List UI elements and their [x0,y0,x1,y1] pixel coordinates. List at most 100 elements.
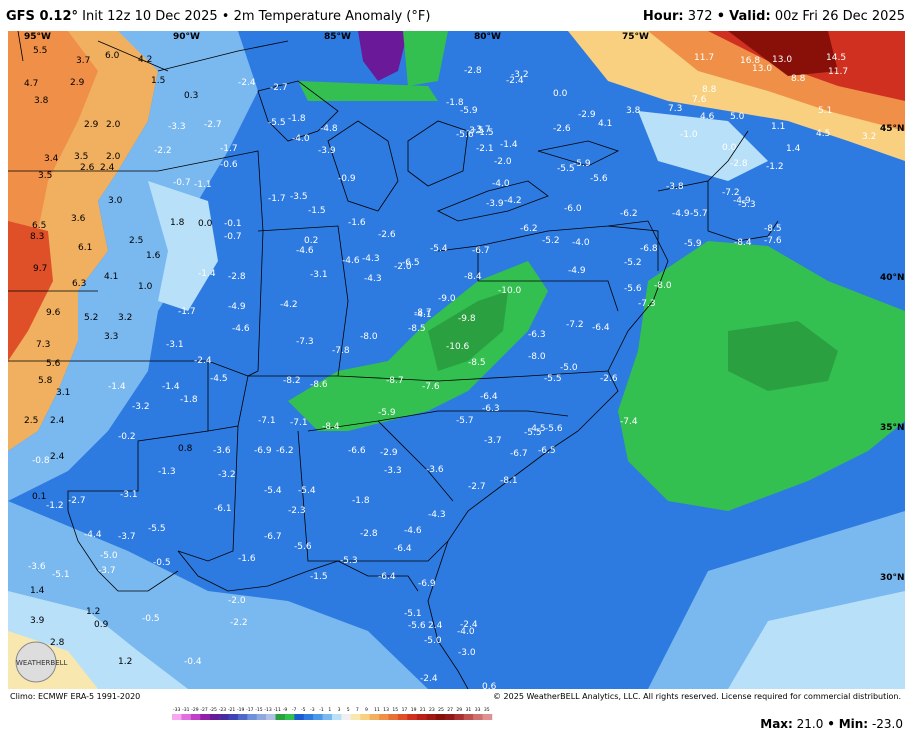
color-scale-tick-label: -25 [210,707,217,713]
anomaly-value-label: 1.4 [786,144,801,154]
color-scale-tick-label: -29 [191,707,198,713]
color-scale-tick-label: -11 [274,707,281,713]
color-scale-tick-label: 33 [475,707,481,713]
color-scale-tick-label: 23 [429,707,435,713]
anomaly-value-label: -1.4 [162,382,180,392]
anomaly-value-label: -5.7 [456,416,474,426]
anomaly-value-label: -4.3 [428,510,446,520]
color-scale-swatch [200,714,210,720]
color-scale-swatch [350,714,361,720]
anomaly-value-label: 3.9 [30,616,45,626]
color-scale-tick-label: 25 [438,707,444,713]
color-scale-tick-label: -33 [173,707,180,713]
anomaly-value-label: -1.7 [178,307,196,317]
coord-85w: 85°W [324,32,351,42]
anomaly-value-label: 5.0 [730,112,745,122]
anomaly-value-label: -7.3 [296,337,314,347]
anomaly-value-label: -6.4 [592,323,610,333]
anomaly-value-label: -4.0 [572,238,590,248]
color-scale-swatch [332,714,342,720]
color-scale-swatch [416,714,427,720]
anomaly-value-label: -4.6 [342,256,360,266]
anomaly-value-label: 6.0 [105,51,120,61]
color-scale-tick-label: -1 [319,707,324,713]
anomaly-value-label: 5.6 [46,359,61,369]
color-scale-swatch [454,714,465,720]
anomaly-value-label: 5.1 [818,106,832,116]
anomaly-value-label: -4.9 [568,266,586,276]
anomaly-value-label: 0.0 [722,143,737,153]
anomaly-value-label: -3.6 [28,562,46,572]
anomaly-value-label: 2.0 [106,120,121,130]
anomaly-value-label: -4.3 [362,254,380,264]
anomaly-value-label: -6.2 [276,446,294,456]
anomaly-value-label: 1.1 [771,122,785,132]
anomaly-value-label: -5.6 [456,130,474,140]
anomaly-value-label: -5.5 [524,428,542,438]
color-scale-tick-label: 11 [374,707,380,713]
anomaly-value-label: 4.7 [24,79,38,89]
anomaly-value-label: 6.1 [78,243,92,253]
color-scale-tick-label: 3 [338,707,341,713]
color-scale-tick-label: -31 [182,707,189,713]
anomaly-value-label: -6.7 [472,246,490,256]
anomaly-value-label: -1.0 [680,130,698,140]
anomaly-value-label: -1.2 [766,162,784,172]
color-scale-tick-label: -27 [200,707,207,713]
anomaly-value-label: -4.3 [364,274,382,284]
anomaly-value-label: -4.1 [414,310,432,320]
anomaly-value-label: 8.8 [791,74,806,84]
anomaly-value-label: -10.0 [498,286,522,296]
color-scale-swatch [379,714,389,720]
color-scale-swatch [463,714,474,720]
anomaly-value-label: 2.0 [106,152,121,162]
anomaly-value-label: 13.0 [772,55,792,65]
color-scale-swatch [426,714,436,720]
color-scale-swatch [266,714,276,720]
color-scale-swatch [313,714,323,720]
anomaly-value-label: -1.4 [198,269,216,279]
color-scale-swatch [284,714,295,720]
anomaly-value-label: 3.3 [104,332,118,342]
map-title: GFS 0.12° Init 12z 10 Dec 2025 • 2m Temp… [6,9,430,24]
anomaly-value-label: 1.2 [86,607,100,617]
hour-label: Hour: [642,9,684,24]
color-scale-swatches [172,714,493,720]
anomaly-value-label: 8.3 [30,232,44,242]
color-scale-tick-label: 35 [484,707,490,713]
max-label: Max: [760,717,793,731]
anomaly-value-label: -0.5 [142,614,160,624]
anomaly-value-label: -1.2 [46,501,64,511]
anomaly-value-label: -5.6 [590,174,608,184]
near-normal-new-england [638,111,768,181]
color-scale-swatch [209,714,220,720]
anomaly-value-label: -2.7 [204,120,222,130]
coordinate-labels: 95°W 90°W 85°W 80°W 75°W 45°N 40°N 35°N … [24,32,905,583]
coord-30n: 30°N [880,573,905,583]
anomaly-value-label: 0.0 [553,89,568,99]
anomaly-value-label: -1.4 [500,140,518,150]
anomaly-value-label: -7.3 [638,299,656,309]
anomaly-value-label: -0.5 [153,558,171,568]
anomaly-value-label: -5.4 [264,486,282,496]
color-scale-bar: -33 -31 -29 -27 -25 -23 -21 -19 -17 -15 -13 -11 -9 -7… [172,707,493,720]
anomaly-value-label: -0.1 [224,219,242,229]
anomaly-value-label: -0.6 [220,160,238,170]
anomaly-value-label: -4.5 [210,374,228,384]
color-scale-swatch [482,714,493,720]
anomaly-value-label: -6.3 [482,404,500,414]
color-scale-swatch [181,714,192,720]
anomaly-value-label: -9.8 [458,314,476,324]
anomaly-value-label: -5.9 [378,408,396,418]
color-scale-swatch [256,714,267,720]
map-footer: Climo: ECMWF ERA-5 1991-2020 © 2025 Weat… [0,690,913,750]
color-scale-swatch [237,714,248,720]
anomaly-value-label: -2.9 [578,110,596,120]
color-scale-tick-label: 29 [456,707,462,713]
anomaly-value-label: 3.4 [44,154,59,164]
anomaly-value-label: -3.8 [666,182,684,192]
anomaly-value-label: 0.6 [482,682,497,689]
anomaly-value-label: 5.8 [38,376,53,386]
anomaly-value-label: -5.3 [738,200,756,210]
anomaly-value-label: -1.5 [308,206,326,216]
